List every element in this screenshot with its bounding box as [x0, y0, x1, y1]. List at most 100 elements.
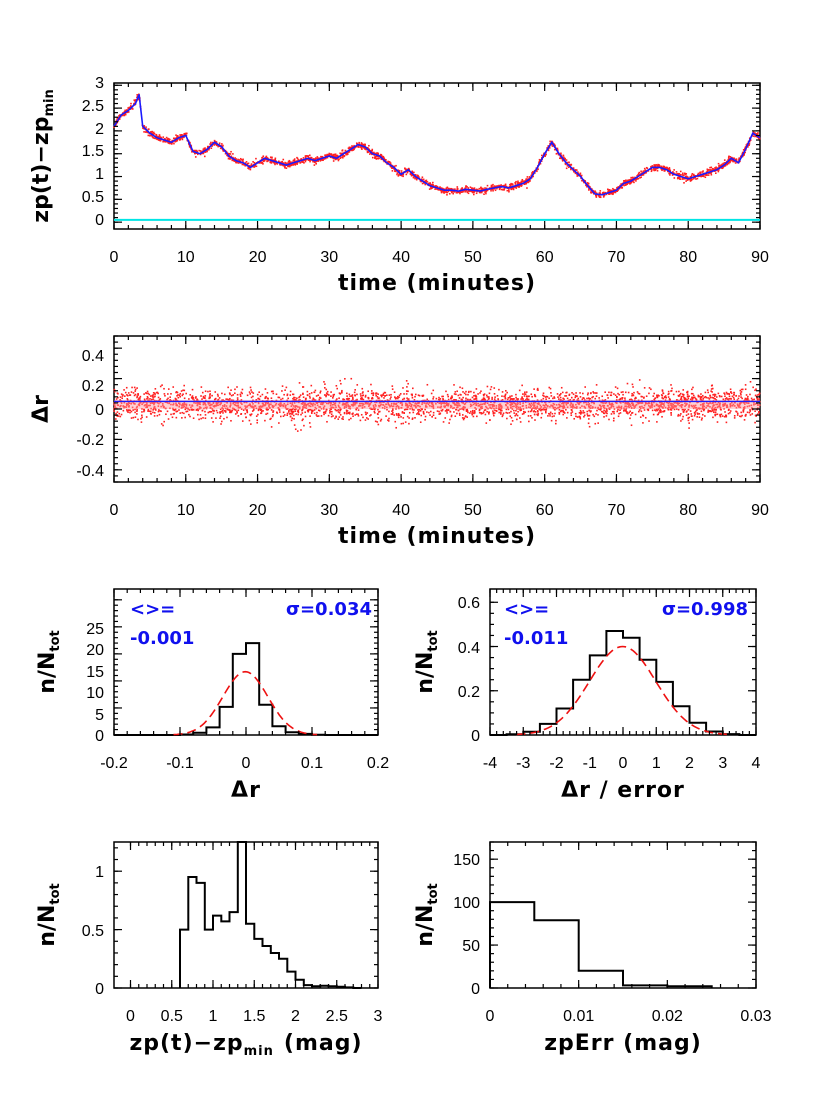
- dr-point: [115, 412, 117, 415]
- dr-point: [592, 395, 594, 398]
- dr-point: [467, 393, 469, 396]
- dr-point: [722, 403, 725, 406]
- zp-point: [375, 155, 377, 158]
- dr-point: [590, 404, 592, 407]
- dr-point: [630, 398, 632, 401]
- zp-point: [478, 191, 481, 194]
- dr-point: [483, 409, 486, 411]
- zp-point: [652, 168, 655, 170]
- y-tick-label: 0: [95, 212, 104, 229]
- zp-point: [314, 158, 317, 160]
- dr-point: [704, 415, 706, 417]
- dr-point: [532, 404, 534, 406]
- dr-point: [270, 417, 272, 420]
- y-tick-label: 2.5: [82, 98, 104, 115]
- dr-point: [562, 409, 564, 412]
- zp-point: [287, 162, 289, 164]
- zp-point: [414, 174, 417, 176]
- zp-point: [506, 189, 509, 192]
- dr-point: [241, 388, 244, 391]
- dr-point: [735, 411, 738, 413]
- dr-point: [220, 423, 222, 425]
- dr-point: [712, 405, 714, 407]
- dr-point: [582, 397, 584, 399]
- dr-point: [352, 415, 354, 418]
- zp-point: [441, 190, 444, 192]
- dr-point: [136, 413, 138, 415]
- y-tick-label: 1: [95, 166, 104, 183]
- zp-point: [391, 170, 394, 172]
- zp-point: [235, 158, 237, 160]
- zp-point: [528, 180, 530, 183]
- zp-point: [382, 155, 385, 158]
- zp-point: [460, 191, 463, 193]
- zp-point: [194, 156, 197, 158]
- dr-point: [252, 395, 254, 398]
- dr-point: [334, 417, 336, 420]
- zp-point: [195, 150, 198, 152]
- dr-point: [718, 405, 720, 407]
- zp-point: [486, 189, 489, 192]
- zp-point: [371, 150, 373, 152]
- zp-point: [304, 155, 307, 157]
- zp-point: [291, 163, 294, 166]
- dr-point: [126, 398, 129, 400]
- dr-point: [695, 399, 698, 402]
- dr-point: [549, 406, 551, 408]
- zp-point: [406, 171, 409, 174]
- dr-point: [582, 412, 584, 414]
- dr-point: [318, 399, 321, 401]
- dr-point: [360, 398, 362, 400]
- zp-point: [430, 184, 433, 186]
- zp-point: [519, 184, 522, 187]
- zp-point: [242, 163, 245, 166]
- dr-point: [581, 405, 583, 407]
- dr-point: [297, 406, 299, 408]
- dr-point: [234, 404, 237, 407]
- zp-point: [176, 135, 179, 137]
- zp-point: [630, 176, 632, 179]
- dr-point: [317, 409, 320, 412]
- dr-point: [668, 398, 671, 400]
- dr-point: [350, 417, 352, 420]
- dr-point: [370, 383, 372, 386]
- dr-point: [145, 406, 147, 409]
- dr-point: [424, 415, 427, 418]
- zp-point: [155, 135, 158, 137]
- dr-point: [380, 418, 383, 421]
- zp-point: [118, 114, 120, 117]
- dr-point: [613, 417, 615, 420]
- zp-point: [714, 168, 717, 170]
- zp-point: [348, 147, 351, 150]
- dr-point: [758, 393, 761, 396]
- dr-point: [348, 411, 351, 414]
- dr-point: [278, 404, 281, 407]
- dr-point: [271, 415, 274, 418]
- zp-point: [281, 163, 283, 166]
- zp-point: [222, 144, 224, 147]
- dr-point: [247, 404, 250, 407]
- dr-point: [322, 408, 325, 410]
- dr-point: [679, 398, 682, 401]
- dr-point: [230, 411, 232, 414]
- zp-point: [587, 182, 590, 185]
- zp-point: [551, 145, 554, 147]
- dr-point: [280, 398, 282, 401]
- zp-point: [467, 192, 470, 195]
- dr-point: [461, 414, 464, 416]
- zp-point: [665, 166, 668, 169]
- dr-point: [303, 404, 305, 407]
- dr-point: [729, 404, 732, 407]
- dr-point: [343, 403, 345, 406]
- dr-point: [736, 404, 739, 407]
- dr-point: [707, 409, 710, 412]
- dr-point: [605, 411, 607, 414]
- dr-point: [540, 416, 543, 419]
- dr-point: [121, 397, 124, 400]
- dr-point: [650, 405, 652, 407]
- zp-point: [491, 185, 493, 187]
- zp-point: [193, 152, 196, 155]
- dr-point: [533, 388, 535, 390]
- dr-point: [271, 404, 274, 407]
- zp-point: [218, 142, 221, 145]
